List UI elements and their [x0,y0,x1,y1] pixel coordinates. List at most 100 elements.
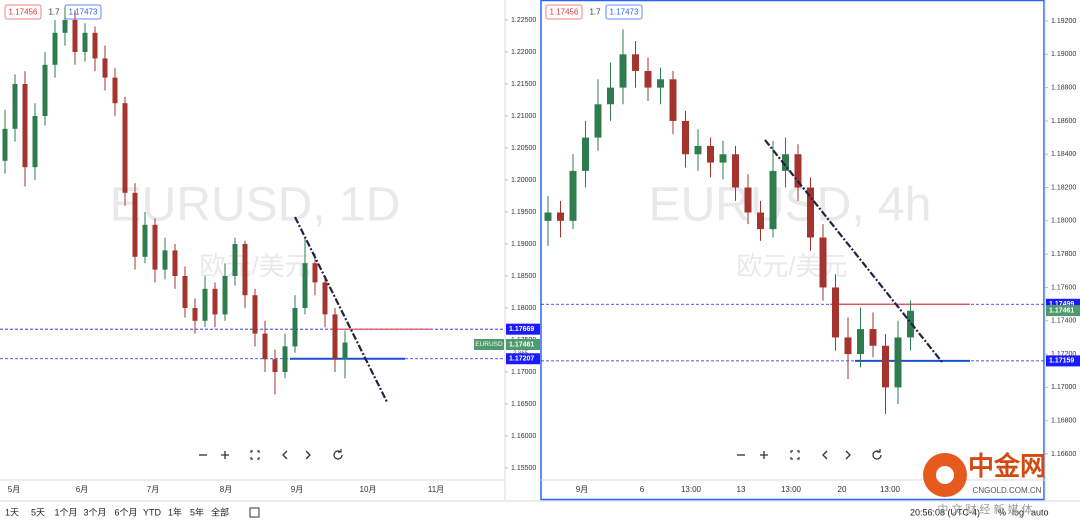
candle-body [569,170,577,221]
price-label: 1.17499 [1049,301,1074,308]
price-label-box [1046,355,1080,367]
y-tick-label: 1.21500 [511,81,536,88]
candle-body [102,58,108,78]
candle-body [757,212,764,230]
watermark: EURUSD, 1D [110,179,401,232]
calendar-button[interactable] [249,507,260,518]
candle-body [869,329,877,346]
candle-body [92,32,98,59]
fullscreen[interactable] [790,450,800,460]
price-label: 1.17461 [509,341,534,348]
y-tick-label: 1.20500 [511,145,536,152]
candle-body [819,237,827,288]
logo: 中金网 CNGOLD.COM.CN 中 文 财 经 新 媒 体 [923,451,1046,516]
candle-body [794,154,802,188]
candle-body [142,224,148,257]
candle-body [719,154,727,163]
range-button[interactable]: 全部 [211,506,229,517]
scroll-right[interactable] [305,450,311,460]
candle-body [162,250,168,270]
candle-body [669,79,677,121]
logo-domain: CNGOLD.COM.CN [973,486,1042,495]
candle-body [292,308,298,347]
candle-body [12,84,18,129]
candle-body [882,345,889,388]
trend-line [294,216,388,403]
y-tick-label: 1.19000 [511,241,536,248]
price-label: 1.17159 [1049,358,1074,365]
candle-body [657,79,664,88]
candle-body [272,359,278,372]
candle-body [302,263,308,308]
y-tick-label: 1.19000 [1051,51,1076,58]
y-tick-label: 1.17000 [511,369,536,376]
candle-body [632,54,639,71]
bid: 1.17456 [9,8,38,17]
x-tick-label: 13:00 [880,485,901,494]
y-tick-label: 1.18000 [511,305,536,312]
y-tick-label: 1.17000 [1051,384,1076,391]
candle-body [232,244,238,276]
x-tick-label: 8月 [220,485,232,494]
range-button[interactable]: 1年 [168,506,182,517]
price-label: 1.17207 [509,356,534,363]
y-tick-label: 1.18400 [1051,151,1076,158]
zoom-in[interactable] [221,451,229,459]
range-button[interactable]: 3个月 [83,507,106,517]
spread: 1.7 [589,8,601,17]
candle-body [342,342,348,360]
clock: 20:56:08 (UTC-4) [910,507,980,517]
scroll-left[interactable] [822,450,828,460]
y-tick-label: 1.16500 [511,401,536,408]
y-tick-label: 1.17800 [1051,251,1076,258]
y-tick-label: 1.18200 [1051,184,1076,191]
y-tick-label: 1.18800 [1051,84,1076,91]
zoom-in[interactable] [760,451,768,459]
candle-body [82,32,88,52]
watermark: EURUSD, 4h [649,179,932,232]
charts: EURUSD, 1D 欧元/美元 1.17456 1.7 1.17473 1.15500 1… [0,4,1080,518]
fullscreen[interactable] [250,450,260,460]
scroll-right[interactable] [845,450,851,460]
range-button[interactable]: 6个月 [114,507,137,517]
spread: 1.7 [48,8,60,17]
ask-box [605,4,643,20]
percent-toggle[interactable]: % [998,507,1006,517]
x-tick-label: 9月 [576,485,588,494]
log-toggle[interactable]: log [1012,507,1024,517]
ask: 1.17473 [69,8,98,17]
price-label: 1.17669 [509,326,534,333]
candle-body [202,288,208,321]
range-button[interactable]: 5年 [190,506,204,517]
y-tick-label: 1.21000 [511,113,536,120]
trend-line [764,139,943,363]
reset[interactable] [872,449,882,460]
y-tick-label: 1.18600 [1051,118,1076,125]
price-label: 1.17461 [1049,307,1074,314]
candle-body [152,224,158,270]
auto-toggle[interactable]: auto [1031,507,1049,517]
scroll-left[interactable] [282,450,288,460]
candle-body [557,212,564,221]
range-button[interactable]: 1个月 [54,507,77,517]
candle-body [619,54,627,88]
logo-name: 中金网 [968,451,1046,481]
range-button[interactable]: 1天 [5,507,19,517]
candle-body [262,333,268,360]
candle-body [322,282,328,315]
x-tick-label: 11月 [428,485,444,494]
x-tick-label: 9月 [291,485,303,494]
candle-body [782,154,789,171]
range-button[interactable]: YTD [143,507,162,517]
candle-body [192,308,198,321]
y-tick-label: 1.16600 [1051,451,1076,458]
range-button[interactable]: 5天 [31,507,45,517]
x-tick-label: 13:00 [681,485,702,494]
y-tick-label: 1.16800 [1051,418,1076,425]
candle-body [594,104,602,138]
bid: 1.17456 [550,8,579,17]
candle-body [242,244,248,296]
reset[interactable] [333,449,343,460]
y-tick-label: 1.18500 [511,273,536,280]
candle-body [282,346,288,372]
